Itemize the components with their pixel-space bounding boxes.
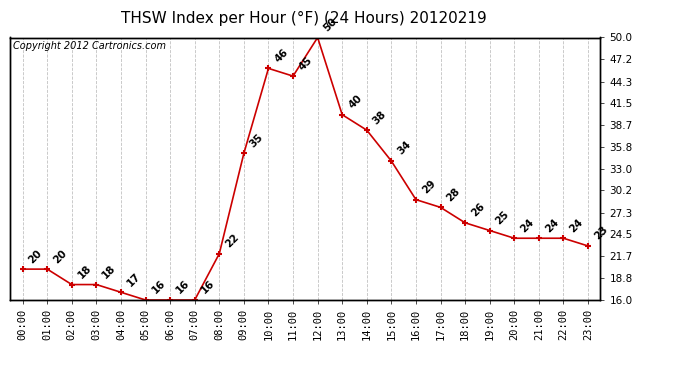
Text: 20: 20 xyxy=(27,248,44,265)
Text: 38: 38 xyxy=(371,109,388,126)
Text: 34: 34 xyxy=(395,140,413,157)
Text: 23: 23 xyxy=(592,225,609,242)
Text: 35: 35 xyxy=(248,132,266,149)
Text: 24: 24 xyxy=(543,217,560,234)
Text: 20: 20 xyxy=(51,248,69,265)
Text: 26: 26 xyxy=(469,201,486,219)
Text: 50: 50 xyxy=(322,16,339,33)
Text: 16: 16 xyxy=(199,279,216,296)
Text: 16: 16 xyxy=(175,279,192,296)
Text: 28: 28 xyxy=(444,186,462,203)
Text: 29: 29 xyxy=(420,178,437,195)
Text: 16: 16 xyxy=(150,279,167,296)
Text: 24: 24 xyxy=(568,217,585,234)
Text: 18: 18 xyxy=(76,263,93,280)
Text: 46: 46 xyxy=(273,47,290,64)
Text: 24: 24 xyxy=(518,217,536,234)
Text: 45: 45 xyxy=(297,54,315,72)
Text: 25: 25 xyxy=(494,209,511,226)
Text: 40: 40 xyxy=(346,93,364,111)
Text: 17: 17 xyxy=(125,271,143,288)
Text: THSW Index per Hour (°F) (24 Hours) 20120219: THSW Index per Hour (°F) (24 Hours) 2012… xyxy=(121,11,486,26)
Text: Copyright 2012 Cartronics.com: Copyright 2012 Cartronics.com xyxy=(13,42,166,51)
Text: 22: 22 xyxy=(224,232,241,249)
Text: 18: 18 xyxy=(101,263,118,280)
